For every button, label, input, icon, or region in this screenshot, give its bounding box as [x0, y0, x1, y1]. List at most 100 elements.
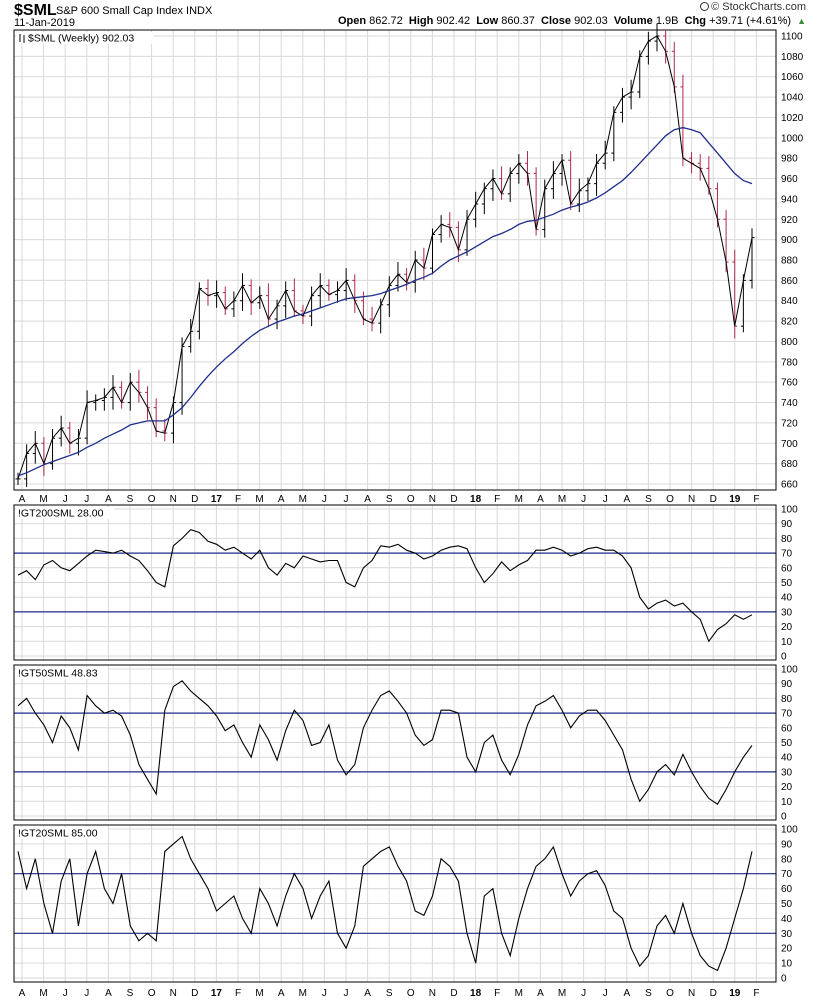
x-tick-label: A — [364, 988, 371, 999]
y-tick-label: 720 — [781, 418, 798, 429]
y-tick-label: 10 — [781, 959, 793, 970]
x-tick-label: S — [645, 988, 652, 999]
x-tick-label: N — [429, 988, 436, 999]
brand-watermark: © StockCharts.com — [700, 1, 806, 13]
x-tick-label: O — [407, 988, 415, 999]
chart-panel-4: 0 10 20 30 40 50 60 70 80 90 100 !GT20SML 85.00 — [13, 824, 798, 985]
x-tick-label: J — [84, 988, 89, 999]
panel-title-bg — [16, 507, 114, 519]
indicator-line — [17, 835, 753, 972]
y-tick-label: 30 — [781, 607, 793, 618]
x-tick-label: M — [558, 494, 566, 505]
x-tick-label: J — [63, 494, 68, 505]
x-tick-label: J — [344, 988, 349, 999]
y-tick-label: 980 — [781, 154, 798, 165]
y-tick-label: 100 — [781, 505, 798, 516]
x-tick-label: J — [84, 494, 89, 505]
y-tick-label: 820 — [781, 317, 798, 328]
y-tick-label: 50 — [781, 899, 793, 910]
up-triangle-icon: ▲ — [797, 16, 806, 26]
y-tick-label: 780 — [781, 357, 798, 368]
y-tick-label: 660 — [781, 480, 798, 491]
x-tick-label: 18 — [470, 988, 482, 999]
chart-panel-1: 660 680 700 720 740 760 780 800 820 840 860 880 900 9… — [13, 23, 804, 491]
index-full-name: S&P 600 Small Cap Index — [56, 5, 183, 17]
y-tick-label: 40 — [781, 753, 793, 764]
x-tick-label: 17 — [211, 988, 223, 999]
y-tick-label: 70 — [781, 709, 793, 720]
panel-border — [13, 664, 777, 821]
x-tick-label: 17 — [211, 494, 223, 505]
x-tick-label: J — [603, 494, 608, 505]
x-tick-label: A — [537, 988, 544, 999]
panel-border — [13, 29, 777, 491]
exchange-label: INDX — [186, 5, 213, 17]
y-tick-label: 80 — [781, 694, 793, 705]
x-tick-label: A — [19, 988, 26, 999]
open-value: 862.72 — [369, 15, 403, 27]
panel-title: !GT20SML 85.00 — [18, 828, 98, 840]
x-tick-label: 19 — [729, 988, 741, 999]
y-tick-label: 100 — [781, 665, 798, 676]
y-tick-label: 880 — [781, 256, 798, 267]
indicator-line — [17, 528, 753, 643]
y-tick-label: 740 — [781, 398, 798, 409]
x-tick-label: S — [127, 988, 134, 999]
x-tick-label: O — [666, 988, 674, 999]
x-tick-label: N — [170, 988, 177, 999]
y-tick-label: 1100 — [781, 32, 803, 43]
price-line — [17, 35, 753, 480]
y-tick-label: 80 — [781, 534, 793, 545]
ohlc-bars-icon — [19, 34, 25, 43]
chart-panel-3: 0 10 20 30 40 50 60 70 80 90 100 !GT50SML 48.83 — [13, 664, 798, 823]
x-tick-label: D — [450, 988, 457, 999]
panel-title: !GT50SML 48.83 — [18, 668, 98, 680]
y-tick-label: 1020 — [781, 113, 804, 124]
y-tick-label: 50 — [781, 578, 793, 589]
x-tick-label: N — [688, 494, 695, 505]
x-tick-label: M — [255, 988, 263, 999]
x-tick-label: D — [710, 988, 717, 999]
chart-panel-2: 0 10 20 30 40 50 60 70 80 90 100 !GT200SML 28.00 — [13, 504, 798, 663]
x-tick-label: A — [623, 494, 630, 505]
panel-title: !GT200SML 28.00 — [18, 508, 104, 520]
x-tick-label: A — [278, 988, 285, 999]
x-tick-label: A — [19, 494, 26, 505]
x-tick-label: J — [603, 988, 608, 999]
panel-title-bg — [16, 32, 154, 44]
x-tick-label: 19 — [729, 494, 741, 505]
x-tick-label: J — [581, 988, 586, 999]
x-tick-label: A — [364, 494, 371, 505]
y-tick-label: 840 — [781, 296, 798, 307]
x-tick-label: M — [515, 494, 523, 505]
x-tick-label: J — [322, 494, 327, 505]
moving-average-line — [17, 126, 753, 477]
y-tick-label: 70 — [781, 869, 793, 880]
x-tick-label: J — [63, 988, 68, 999]
high-label: High — [408, 15, 434, 27]
x-tick-label: O — [148, 988, 156, 999]
y-tick-label: 60 — [781, 563, 793, 574]
x-tick-label: N — [688, 988, 695, 999]
close-label: Close — [541, 15, 572, 27]
y-tick-label: 40 — [781, 914, 793, 925]
x-tick-label: M — [299, 494, 307, 505]
y-tick-label: 60 — [781, 723, 793, 734]
y-tick-label: 760 — [781, 378, 798, 389]
y-tick-label: 960 — [781, 174, 798, 185]
x-tick-label: A — [105, 988, 112, 999]
chg-label: Chg — [684, 15, 706, 27]
volume-value: 1.9B — [655, 15, 679, 27]
symbol-label: $SML — [14, 2, 57, 19]
y-tick-label: 1040 — [781, 93, 804, 104]
x-tick-label: M — [558, 988, 566, 999]
x-tick-label: J — [581, 494, 586, 505]
y-tick-label: 50 — [781, 738, 793, 749]
y-tick-label: 30 — [781, 767, 793, 778]
y-tick-label: 1060 — [781, 72, 804, 83]
low-label: Low — [476, 15, 499, 27]
y-tick-label: 70 — [781, 549, 793, 560]
y-tick-label: 0 — [781, 812, 787, 823]
index-name: S&P 600 Small Cap Index INDX — [56, 5, 212, 17]
y-tick-label: 860 — [781, 276, 798, 287]
